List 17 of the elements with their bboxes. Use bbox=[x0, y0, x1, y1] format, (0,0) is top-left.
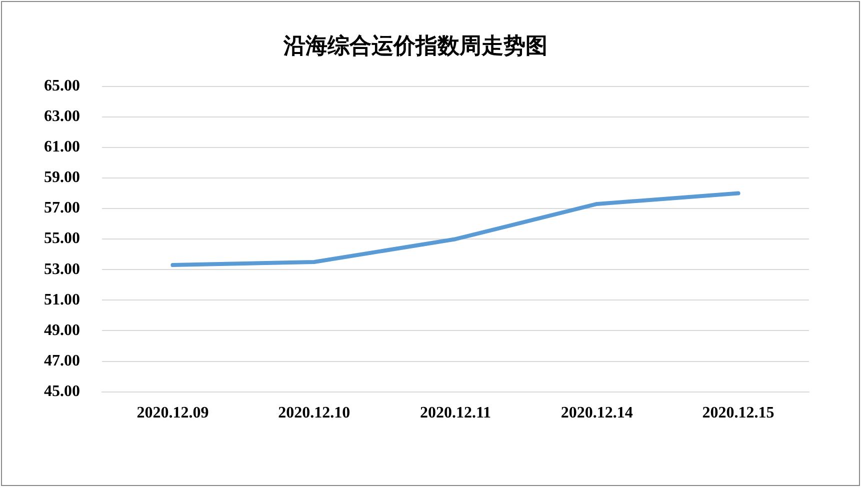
y-tick-label: 47.00 bbox=[44, 352, 80, 370]
chart-title: 沿海综合运价指数周走势图 bbox=[282, 32, 548, 58]
x-tick-label: 2020.12.10 bbox=[278, 404, 350, 422]
x-tick-label: 2020.12.15 bbox=[702, 404, 774, 422]
y-tick-label: 61.00 bbox=[44, 138, 80, 156]
x-tick-label: 2020.12.09 bbox=[136, 404, 209, 422]
y-tick-label: 55.00 bbox=[44, 230, 80, 248]
y-tick-label: 45.00 bbox=[44, 382, 80, 400]
y-tick-label: 59.00 bbox=[44, 169, 80, 186]
y-tick-label: 57.00 bbox=[44, 200, 80, 217]
x-tick-label: 2020.12.11 bbox=[420, 404, 492, 422]
y-tick-label: 51.00 bbox=[44, 291, 80, 308]
y-tick-label: 53.00 bbox=[44, 260, 80, 278]
x-tick-label: 2020.12.14 bbox=[560, 404, 633, 422]
y-tick-label: 63.00 bbox=[44, 108, 80, 126]
y-tick-label: 65.00 bbox=[44, 78, 80, 95]
y-tick-label: 49.00 bbox=[44, 322, 80, 339]
